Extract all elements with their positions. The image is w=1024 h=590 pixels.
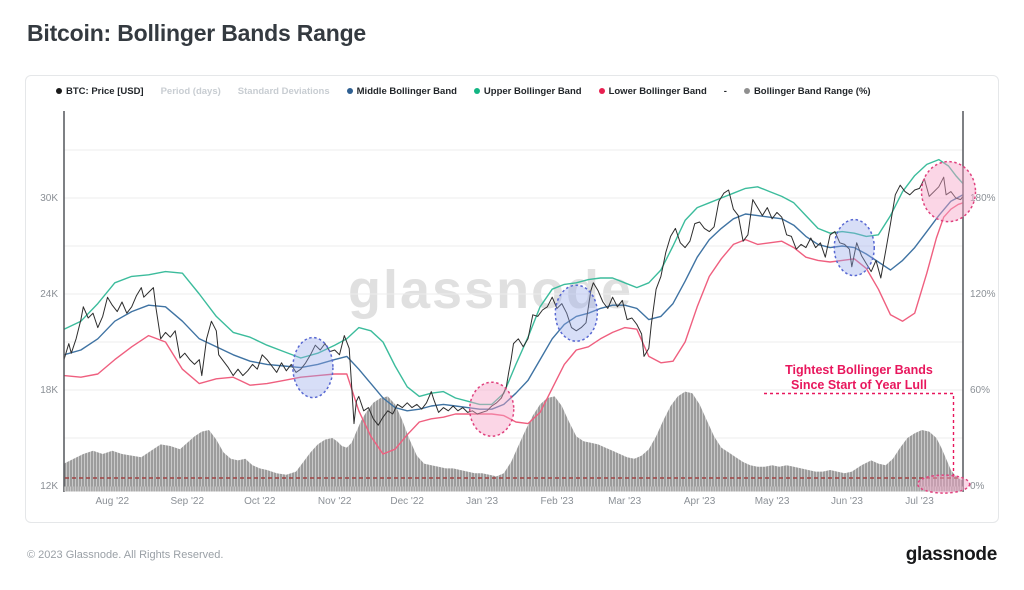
- legend-item-label: Middle Bollinger Band: [356, 85, 457, 97]
- lower-band-line: [63, 202, 964, 455]
- legend-item-label: Upper Bollinger Band: [483, 85, 582, 97]
- legend-item-[interactable]: -: [724, 86, 727, 97]
- highlight-ellipse-pink: [469, 381, 515, 437]
- annotation-callout: Tightest Bollinger Bands Since Start of …: [785, 363, 933, 393]
- x-tick-label: Sep '22: [170, 496, 204, 507]
- legend-dot-icon: [56, 88, 62, 94]
- x-tick-label: Dec '22: [390, 496, 424, 507]
- copyright-text: © 2023 Glassnode. All Rights Reserved.: [27, 549, 224, 561]
- legend-item-lower-bollinger-band[interactable]: Lower Bollinger Band: [598, 85, 707, 97]
- y-right-tick-label: 60%: [970, 385, 990, 396]
- legend-item-upper-bollinger-band[interactable]: Upper Bollinger Band: [473, 85, 582, 97]
- chart-card: BTC: Price [USD] Period (days) Standard De…: [25, 75, 999, 523]
- legend-dot-icon: [598, 88, 605, 94]
- legend-item-btc-price-usd[interactable]: BTC: Price [USD]: [56, 86, 144, 97]
- y-right-tick-label: 120%: [970, 289, 996, 300]
- legend-item-middle-bollinger-band[interactable]: Middle Bollinger Band: [346, 85, 457, 97]
- highlight-ellipse-blue: [833, 218, 875, 277]
- annotation-line-1: Tightest Bollinger Bands: [785, 363, 933, 377]
- band-range-area: [64, 391, 963, 487]
- y-right-tick-label: 180%: [970, 193, 996, 204]
- legend-item-bollinger-band-range[interactable]: Bollinger Band Range (%): [743, 85, 871, 97]
- legend-dot-icon: [743, 88, 750, 94]
- glassnode-logo: glassnode: [905, 544, 998, 565]
- legend-item-label: Bollinger Band Range (%): [753, 85, 871, 97]
- x-tick-label: Jan '23: [466, 496, 498, 507]
- x-tick-label: Jul '23: [905, 496, 934, 507]
- x-tick-label: Jun '23: [831, 496, 863, 507]
- x-tick-label: Mar '23: [608, 496, 641, 507]
- y-left-tick-label: 18K: [40, 385, 58, 396]
- x-tick-label: Feb '23: [540, 496, 573, 507]
- x-tick-label: Apr '23: [684, 496, 716, 507]
- legend-item-label: Standard Deviations: [237, 85, 330, 97]
- x-axis-bar[interactable]: [64, 486, 963, 492]
- annotation-line-2: Since Start of Year Lull: [791, 378, 927, 392]
- legend-dot-icon: [473, 88, 480, 94]
- legend-item-standard-deviations[interactable]: Standard Deviations: [238, 86, 330, 97]
- price-line: [63, 176, 964, 426]
- legend-item-period-days[interactable]: Period (days): [161, 86, 221, 97]
- legend-dot-icon: [346, 88, 353, 94]
- glassnode-watermark: glassnode: [348, 260, 634, 320]
- x-tick-label: Nov '22: [318, 496, 352, 507]
- highlight-ellipse-blue: [554, 284, 599, 342]
- x-tick-label: Aug '22: [96, 496, 130, 507]
- legend-item-label: Period (days): [160, 85, 221, 97]
- chart-legend: BTC: Price [USD] Period (days) Standard De…: [56, 83, 871, 99]
- y-left-tick-label: 30K: [40, 193, 58, 204]
- y-left-tick-label: 12K: [40, 481, 58, 492]
- upper-band-line: [63, 158, 964, 406]
- legend-item-label: Lower Bollinger Band: [608, 85, 707, 97]
- bollinger-bands-chart[interactable]: 30K 24K 18K 12K 180% 120% 60% 0% Aug '22 Sep '22 O…: [26, 76, 1000, 524]
- legend-item-label: -: [723, 85, 727, 97]
- highlight-ellipse-blue: [292, 336, 334, 399]
- y-left-tick-label: 24K: [40, 289, 58, 300]
- x-tick-label: Oct '22: [244, 496, 276, 507]
- middle-band-line: [63, 194, 964, 412]
- highlight-ellipse-pink: [916, 474, 971, 494]
- legend-item-label: BTC: Price [USD]: [66, 85, 144, 97]
- page-title: Bitcoin: Bollinger Bands Range: [27, 20, 367, 46]
- x-tick-label: May '23: [755, 496, 790, 507]
- y-right-tick-label: 0%: [970, 481, 985, 492]
- highlight-ellipse-pink: [920, 160, 977, 223]
